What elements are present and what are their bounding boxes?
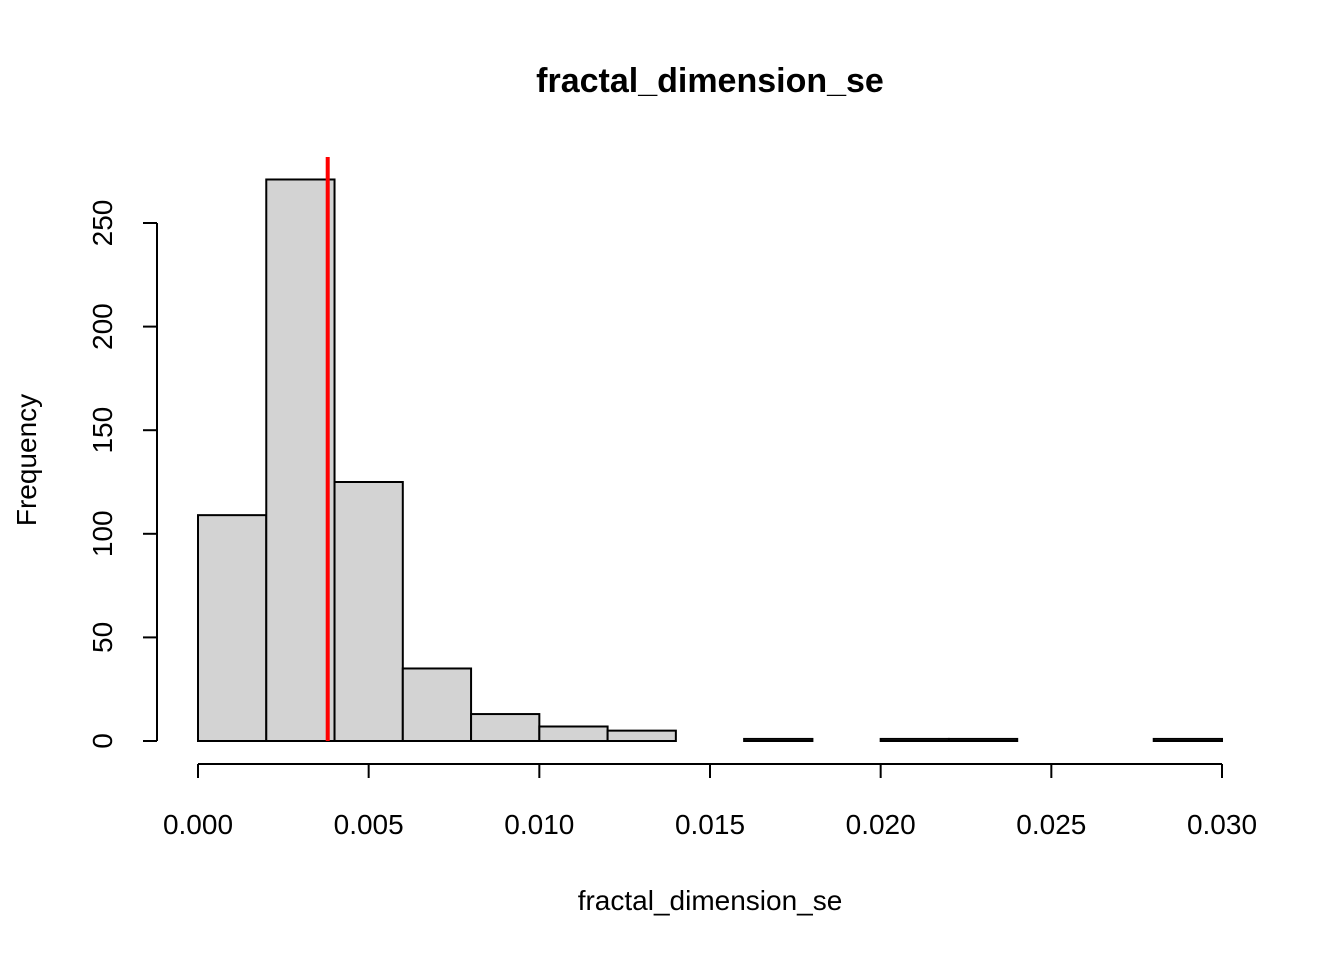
histogram-bar <box>743 737 814 742</box>
histogram-bar <box>538 725 609 742</box>
x-axis-label: fractal_dimension_se <box>578 885 843 916</box>
x-tick-label: 0.000 <box>163 809 233 840</box>
y-tick-label: 50 <box>87 622 118 653</box>
y-tick-label: 150 <box>87 407 118 454</box>
y-axis-label: Frequency <box>11 394 42 526</box>
y-axis: 0 50 100 150 200 250 <box>87 200 158 749</box>
x-tick-label: 0.030 <box>1187 809 1257 840</box>
chart-title: fractal_dimension_se <box>536 62 884 100</box>
histogram-bar <box>333 481 404 742</box>
x-tick-label: 0.025 <box>1016 809 1086 840</box>
histogram-bar <box>947 737 1019 742</box>
histogram-bar <box>470 713 541 743</box>
y-tick-label: 250 <box>87 200 118 247</box>
y-tick-label: 100 <box>87 510 118 557</box>
x-tick-label: 0.020 <box>846 809 916 840</box>
histogram-bar <box>606 729 677 743</box>
bars-group <box>197 178 1223 743</box>
histogram-bar <box>879 737 950 742</box>
histogram-bar <box>1152 737 1223 742</box>
histogram-bar <box>197 514 268 742</box>
x-tick-label: 0.005 <box>334 809 404 840</box>
x-tick-label: 0.010 <box>504 809 574 840</box>
x-axis: 0.000 0.005 0.010 0.015 0.020 0.025 0.030 <box>163 763 1257 840</box>
histogram-bar <box>265 178 336 743</box>
y-tick-label: 0 <box>87 733 118 749</box>
x-tick-label: 0.015 <box>675 809 745 840</box>
y-tick-label: 200 <box>87 303 118 350</box>
histogram-bar <box>401 667 473 742</box>
